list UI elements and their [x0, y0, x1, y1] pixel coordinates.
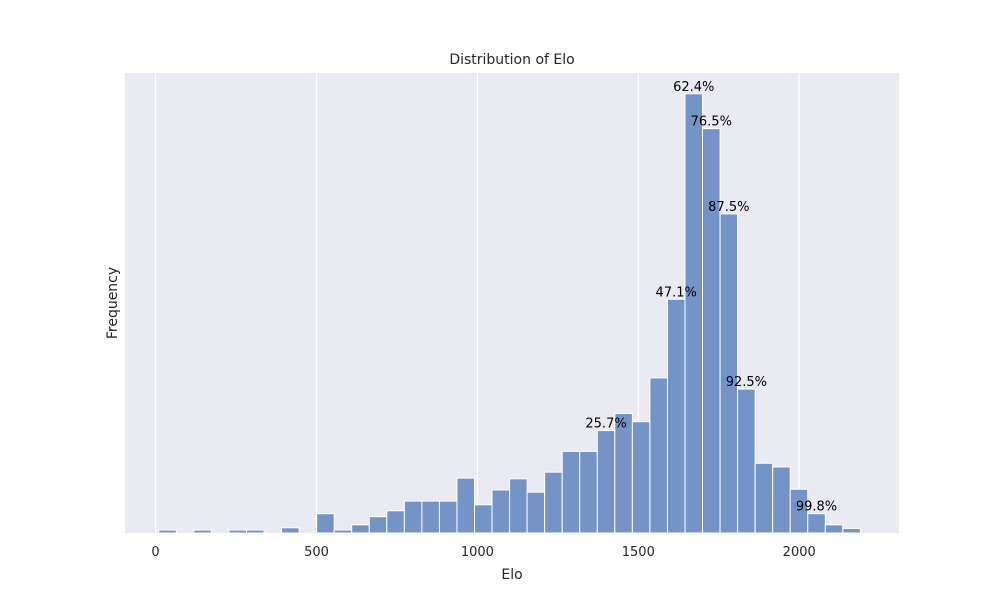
histogram-bar — [193, 529, 212, 534]
histogram-bar — [526, 491, 546, 534]
bar-percentage-label: 76.5% — [691, 115, 732, 130]
bar-percentage-label: 47.1% — [656, 285, 697, 300]
histogram-bar — [368, 516, 388, 534]
histogram-bar — [421, 500, 440, 534]
bars — [158, 93, 861, 534]
histogram-bar — [561, 450, 581, 534]
histogram-bar — [316, 513, 335, 534]
histogram-bar — [702, 128, 721, 534]
histogram-bar — [456, 477, 476, 534]
histogram-bar — [351, 524, 370, 534]
histogram-bar — [824, 524, 844, 534]
bar-annotations: 25.7% 47.1% 62.4% 76.5% 87.5% 92.5% 99.8% — [585, 80, 837, 515]
histogram-bar — [491, 489, 511, 534]
histogram-bar — [772, 466, 791, 534]
histogram-bar — [158, 529, 177, 534]
histogram-bar — [631, 421, 651, 534]
histogram-bar — [544, 471, 563, 534]
histogram-bar — [684, 93, 704, 534]
histogram-bar — [649, 377, 668, 534]
x-tick-label: 1500 — [622, 545, 655, 560]
plot-background — [125, 73, 899, 533]
y-axis-label: Frequency — [105, 267, 121, 339]
histogram-bar — [579, 450, 598, 534]
histogram-bar — [386, 510, 405, 534]
histogram-bar — [281, 527, 300, 534]
histogram-bar — [474, 504, 493, 534]
histogram-bar — [438, 500, 458, 534]
chart-title: Distribution of Elo — [449, 52, 574, 68]
x-tick-labels: 0 500 1000 1500 2000 — [151, 545, 815, 560]
histogram-bar — [807, 513, 826, 534]
bar-percentage-label: 87.5% — [708, 200, 749, 215]
x-tick-label: 0 — [151, 545, 159, 560]
histogram-bar — [666, 298, 686, 534]
x-axis-label: Elo — [501, 567, 522, 583]
x-tick-label: 2000 — [783, 545, 816, 560]
histogram-bar — [737, 388, 756, 534]
histogram-bar — [789, 488, 809, 534]
histogram-bar — [719, 213, 739, 534]
histogram-bar — [509, 478, 528, 534]
bar-percentage-label: 99.8% — [796, 500, 837, 515]
bar-percentage-label: 62.4% — [673, 80, 714, 95]
bar-percentage-label: 25.7% — [585, 417, 626, 432]
histogram-bar — [245, 529, 265, 534]
histogram-bar — [596, 430, 616, 534]
histogram-bar — [842, 528, 861, 534]
histogram-bar — [333, 529, 353, 534]
histogram-bar — [754, 462, 774, 534]
x-tick-label: 1000 — [461, 545, 494, 560]
x-tick-label: 500 — [304, 545, 329, 560]
bar-percentage-label: 92.5% — [726, 375, 767, 390]
histogram-bar — [403, 500, 423, 534]
histogram-bar — [228, 529, 247, 534]
